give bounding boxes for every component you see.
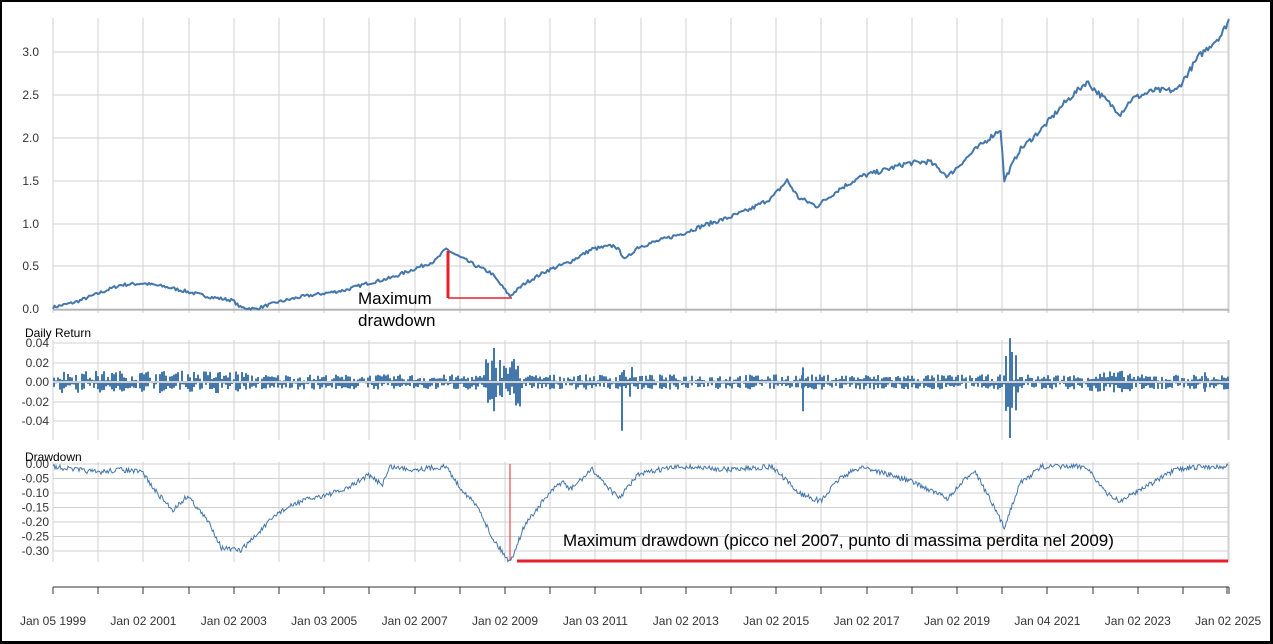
svg-text:0.00: 0.00 — [26, 457, 50, 471]
svg-text:3.0: 3.0 — [22, 45, 39, 59]
svg-text:1.0: 1.0 — [22, 217, 39, 231]
svg-text:0.0: 0.0 — [22, 302, 39, 316]
svg-text:-0.04: -0.04 — [22, 414, 50, 428]
x-tick-label: Jan 02 2013 — [653, 614, 719, 628]
svg-text:-0.15: -0.15 — [22, 501, 50, 515]
svg-text:-0.20: -0.20 — [22, 515, 50, 529]
max-drawdown-label-line2: drawdown — [358, 311, 436, 330]
svg-text:0.02: 0.02 — [26, 356, 50, 370]
svg-text:1.5: 1.5 — [22, 174, 39, 188]
svg-text:0.04: 0.04 — [26, 336, 50, 350]
x-tick-label: Jan 02 2007 — [382, 614, 448, 628]
svg-text:-0.10: -0.10 — [22, 486, 50, 500]
x-axis: Jan 05 1999 Jan 02 2001 Jan 02 2003 Jan 03 … — [20, 586, 1262, 628]
cumulative-return-line — [52, 18, 1230, 311]
svg-text:2.0: 2.0 — [22, 131, 39, 145]
x-tick-label: Jan 03 2005 — [291, 614, 357, 628]
drawdown-line — [52, 462, 1229, 563]
max-drawdown-marker-top — [446, 251, 512, 299]
daily-return-grid — [52, 340, 1230, 440]
x-tick-label: Jan 02 2019 — [924, 614, 990, 628]
cumulative-grid — [52, 18, 1230, 313]
x-tick-label: Jan 05 1999 — [20, 614, 86, 628]
drawdown-title: Drawdown — [25, 450, 82, 464]
x-tick-label: Jan 04 2021 — [1014, 614, 1080, 628]
x-tick-label: Jan 02 2023 — [1105, 614, 1171, 628]
x-tick-label: Jan 02 2015 — [743, 614, 809, 628]
x-tick-label: Jan 02 2001 — [110, 614, 176, 628]
svg-text:0.5: 0.5 — [22, 259, 39, 273]
x-tick-label: Jan 02 2025 — [1195, 614, 1261, 628]
svg-text:2.5: 2.5 — [22, 88, 39, 102]
daily-return-title: Daily Return — [25, 326, 91, 340]
drawdown-y-axis: 0.00-0.05-0.10-0.15-0.20-0.25-0.30 — [22, 457, 50, 558]
max-drawdown-label-line1: Maximum — [358, 289, 432, 308]
svg-text:0.00: 0.00 — [26, 375, 50, 389]
svg-text:-0.02: -0.02 — [22, 395, 50, 409]
x-tick-label: Jan 02 2003 — [201, 614, 267, 628]
daily-return-y-axis: 0.04 0.02 0.00 -0.02 -0.04 — [22, 336, 50, 428]
x-tick-label: Jan 03 2011 — [563, 614, 628, 628]
x-tick-label: Jan 02 2009 — [472, 614, 538, 628]
cumulative-y-axis: 3.0 2.5 2.0 1.5 1.0 0.5 0.0 — [22, 45, 39, 316]
max-drawdown-caption: Maximum drawdown (picco nel 2007, punto … — [563, 531, 1114, 550]
x-tick-label: Jan 02 2017 — [834, 614, 900, 628]
daily-return-bars — [53, 338, 1229, 438]
max-drawdown-marker-bottom — [509, 464, 1228, 563]
svg-text:-0.05: -0.05 — [22, 472, 50, 486]
svg-text:-0.30: -0.30 — [22, 544, 50, 558]
svg-text:-0.25: -0.25 — [22, 530, 50, 544]
drawdown-grid — [52, 462, 1230, 562]
